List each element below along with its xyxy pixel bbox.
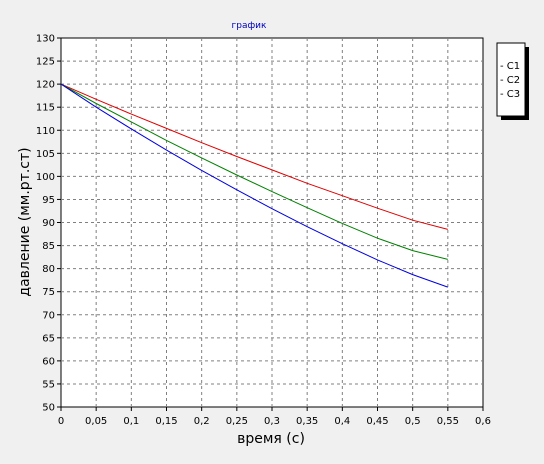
y-axis-ticks: 50 55 60 65 70 75 80 85 90 95 100 105 110 115 120 125 13…: [36, 34, 61, 414]
x-axis-ticks: 0 0,05 0,1 0,15 0,2 0,25 0,3 0,35 0,4 0,45 0,5 0,55…: [58, 407, 491, 427]
chart-title: график: [232, 21, 268, 31]
series-line-c3: [60, 83, 448, 288]
y-tick-label: 95: [42, 195, 55, 206]
legend-entry-c2: - C2: [500, 75, 520, 86]
x-tick-label: 0,5: [405, 416, 421, 427]
x-axis-label: время (с): [237, 431, 305, 447]
x-tick-label: 0,15: [155, 416, 177, 427]
x-tick-label: 0,05: [85, 416, 107, 427]
y-tick-label: 75: [42, 287, 55, 298]
y-tick-label: 130: [36, 34, 55, 45]
y-tick-label: 115: [36, 103, 55, 114]
y-tick-label: 100: [36, 172, 55, 183]
y-tick-label: 50: [42, 403, 55, 414]
y-tick-label: 125: [36, 57, 55, 68]
x-tick-label: 0,45: [366, 416, 388, 427]
legend: - C1 - C2 - C3: [496, 42, 529, 120]
y-tick-label: 55: [42, 379, 55, 390]
legend-box: [496, 42, 526, 117]
y-tick-label: 80: [42, 264, 55, 275]
y-tick-label: 70: [42, 310, 55, 321]
y-tick-label: 105: [36, 149, 55, 160]
x-tick-label: 0,25: [226, 416, 248, 427]
legend-items: - C1 - C2 - C3: [500, 61, 520, 100]
y-tick-label: 110: [36, 126, 55, 137]
x-tick-label: 0: [58, 416, 64, 427]
x-tick-label: 0,4: [334, 416, 350, 427]
y-tick-label: 60: [42, 356, 55, 367]
y-tick-label: 120: [36, 80, 55, 91]
y-tick-label: 85: [42, 241, 55, 252]
x-tick-label: 0,35: [296, 416, 318, 427]
x-tick-label: 0,2: [194, 416, 210, 427]
legend-entry-c1: - C1: [500, 61, 520, 72]
series-line-c1: [60, 83, 448, 230]
y-tick-label: 90: [42, 218, 55, 229]
series-line-c2: [60, 83, 448, 260]
grid: [61, 38, 483, 407]
x-tick-label: 0,3: [264, 416, 280, 427]
legend-entry-c3: - C3: [500, 89, 520, 100]
x-tick-label: 0,6: [475, 416, 491, 427]
x-tick-label: 0,1: [123, 416, 139, 427]
y-tick-label: 65: [42, 333, 55, 344]
y-axis-label: давление (мм.рт.ст): [17, 147, 33, 296]
series-group: [60, 83, 448, 288]
x-tick-label: 0,55: [437, 416, 459, 427]
